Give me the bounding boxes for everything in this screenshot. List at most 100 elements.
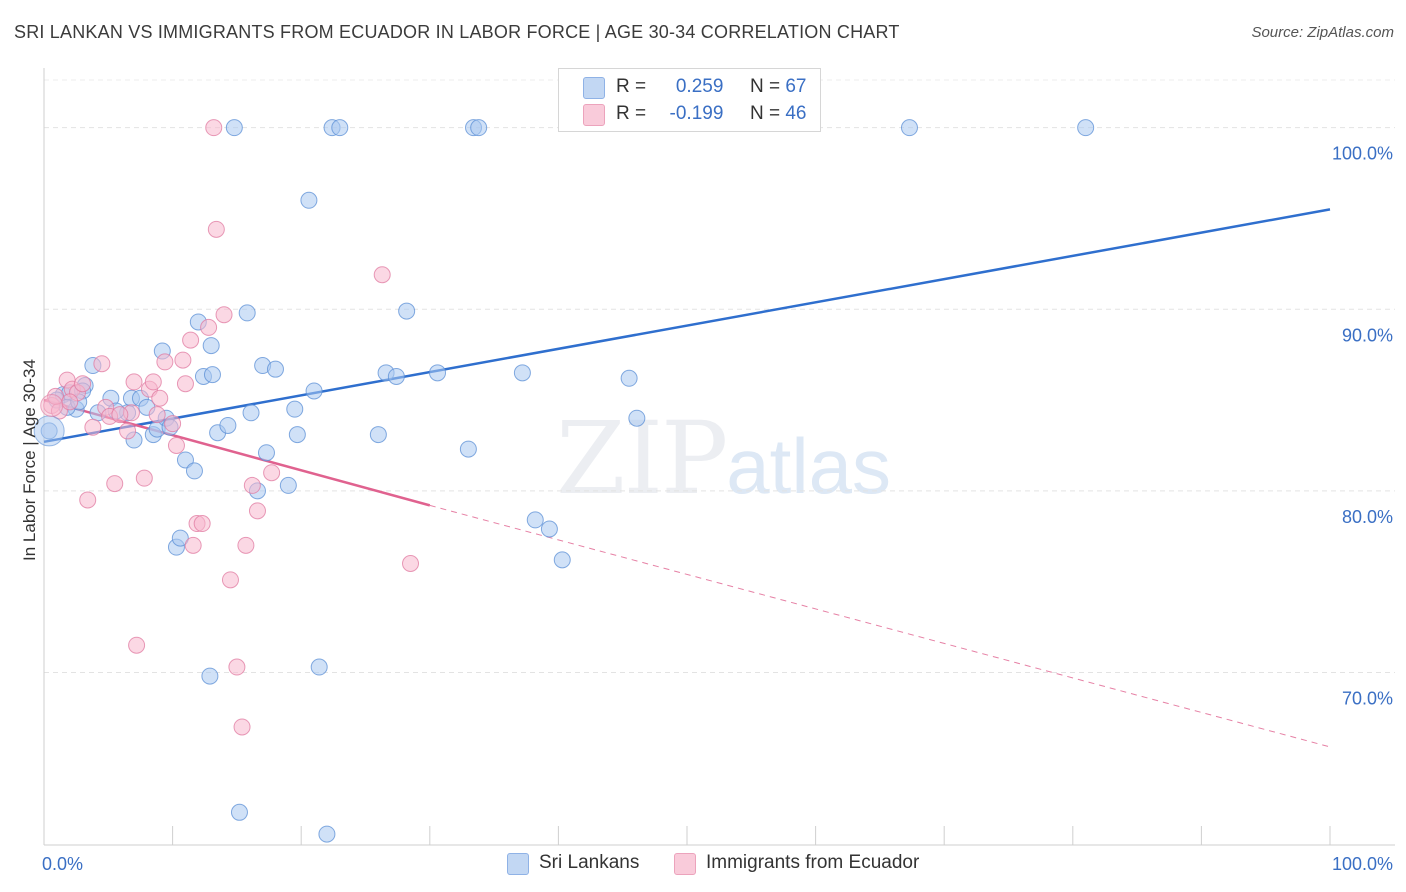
bottom-legend-swatch-sri-lankans bbox=[507, 853, 529, 875]
ecuador-point bbox=[215, 306, 233, 324]
sri-lankan-point bbox=[300, 191, 318, 209]
legend-n-value: 46 bbox=[785, 103, 807, 124]
sri-lankan-point bbox=[900, 119, 918, 137]
x-tick-label: 100.0% bbox=[1332, 854, 1393, 874]
ecuador-point bbox=[182, 331, 200, 349]
ecuador-point bbox=[174, 351, 192, 369]
legend-n-label: N = bbox=[749, 76, 781, 97]
ecuador-point bbox=[74, 375, 92, 393]
chart-title: SRI LANKAN VS IMMIGRANTS FROM ECUADOR IN… bbox=[14, 22, 900, 42]
sri-lankan-point bbox=[230, 803, 248, 821]
legend-n-label: N = bbox=[749, 103, 781, 124]
ecuador-point bbox=[61, 393, 79, 411]
bottom-legend-label: Immigrants from Ecuador bbox=[706, 852, 920, 873]
sri-lankan-point bbox=[238, 304, 256, 322]
ecuador-point bbox=[111, 406, 129, 424]
ecuador-point bbox=[156, 353, 174, 371]
y-tick-label: 90.0% bbox=[1342, 325, 1393, 345]
ecuador-point bbox=[135, 469, 153, 487]
sri-lankan-point bbox=[279, 476, 297, 494]
sri-lankan-point bbox=[331, 119, 349, 137]
y-tick-label: 100.0% bbox=[1332, 144, 1393, 164]
ecuador-point bbox=[79, 491, 97, 509]
ecuador-point bbox=[119, 422, 137, 440]
sri-lankan-point bbox=[176, 451, 194, 469]
legend-r-value: 0.259 bbox=[675, 76, 724, 97]
sri-lankan-point bbox=[310, 658, 328, 676]
axis-labels: 70.0% 80.0% 90.0% 100.0% 0.0% 100.0% In Labor … bbox=[20, 144, 1393, 874]
sri-lankan-point bbox=[459, 440, 477, 458]
sri-lankan-point bbox=[628, 409, 646, 427]
ecuador-point bbox=[184, 536, 202, 554]
x-tick-label: 0.0% bbox=[42, 854, 83, 874]
sri-lankan-point bbox=[185, 462, 203, 480]
sri-lankan-point bbox=[398, 302, 416, 320]
sri-lankan-point bbox=[620, 369, 638, 387]
sri-lankan-point bbox=[1077, 119, 1095, 137]
ecuador-point bbox=[125, 373, 143, 391]
ecuador-point bbox=[263, 464, 281, 482]
axes bbox=[43, 68, 1395, 846]
sri-lankan-trend-line bbox=[43, 208, 1331, 444]
ecuador-point bbox=[221, 571, 239, 589]
ecuador-point bbox=[93, 355, 111, 373]
legend-r-label: R = bbox=[616, 76, 647, 97]
sri-lankan-point bbox=[242, 404, 260, 422]
sri-lankan-point bbox=[266, 360, 284, 378]
ecuador-point bbox=[176, 375, 194, 393]
ecuador-point bbox=[233, 718, 251, 736]
ecuador-point bbox=[243, 476, 261, 494]
legend-swatch-sri-lankans bbox=[583, 77, 605, 99]
sri-lankan-point bbox=[369, 426, 387, 444]
sri-lankan-point bbox=[318, 825, 336, 843]
sri-lankan-point bbox=[201, 667, 219, 685]
ecuador-point bbox=[237, 536, 255, 554]
sri-lankan-point bbox=[429, 364, 447, 382]
sri-lankan-point bbox=[540, 520, 558, 538]
bottom-legend-label: Sri Lankans bbox=[539, 852, 640, 873]
legend-r-label: R = bbox=[616, 103, 647, 124]
y-tick-label: 70.0% bbox=[1342, 688, 1393, 708]
ecuador-point bbox=[248, 502, 266, 520]
ecuador-point bbox=[151, 389, 169, 407]
ecuador-point bbox=[193, 515, 211, 533]
data-points bbox=[33, 119, 1095, 843]
ecuador-point bbox=[164, 415, 182, 433]
ecuador-point bbox=[402, 555, 420, 573]
sri-lankan-point bbox=[219, 416, 237, 434]
source-label: Source: ZipAtlas.com bbox=[1251, 24, 1394, 41]
sri-lankan-point bbox=[526, 511, 544, 529]
sri-lankan-point bbox=[387, 367, 405, 385]
sri-lankan-point bbox=[288, 426, 306, 444]
ecuador-point bbox=[228, 658, 246, 676]
ecuador-cluster-point bbox=[40, 394, 64, 418]
ecuador-point bbox=[205, 119, 223, 137]
y-axis-label: In Labor Force | Age 30-34 bbox=[20, 359, 39, 561]
sri-lankan-point bbox=[553, 551, 571, 569]
ecuador-trend-extension bbox=[429, 504, 1331, 748]
sri-lankan-point bbox=[513, 364, 531, 382]
sri-lankan-point bbox=[202, 337, 220, 355]
ecuador-point bbox=[144, 373, 162, 391]
bottom-legend-swatch-ecuador bbox=[674, 853, 696, 875]
ecuador-point bbox=[200, 318, 218, 336]
ecuador-point bbox=[128, 636, 146, 654]
ecuador-point bbox=[167, 436, 185, 454]
legend-n-value: 67 bbox=[785, 76, 807, 97]
sri-lankan-point bbox=[470, 119, 488, 137]
ecuador-point bbox=[373, 266, 391, 284]
sri-lankan-point bbox=[225, 119, 243, 137]
ecuador-point bbox=[207, 220, 225, 238]
sri-lankan-point bbox=[257, 444, 275, 462]
stats-legend: R = 0.259 N = 67 R = -0.199 N = 46 bbox=[558, 68, 821, 132]
legend-r-value: -0.199 bbox=[669, 103, 724, 124]
sri-lankan-point bbox=[286, 400, 304, 418]
legend-swatch-ecuador bbox=[583, 104, 605, 126]
y-tick-label: 80.0% bbox=[1342, 507, 1393, 527]
ecuador-point bbox=[84, 418, 102, 436]
ecuador-point bbox=[106, 475, 124, 493]
ecuador-point bbox=[148, 406, 166, 424]
sri-lankan-point bbox=[171, 529, 189, 547]
sri-lankan-point bbox=[305, 382, 323, 400]
